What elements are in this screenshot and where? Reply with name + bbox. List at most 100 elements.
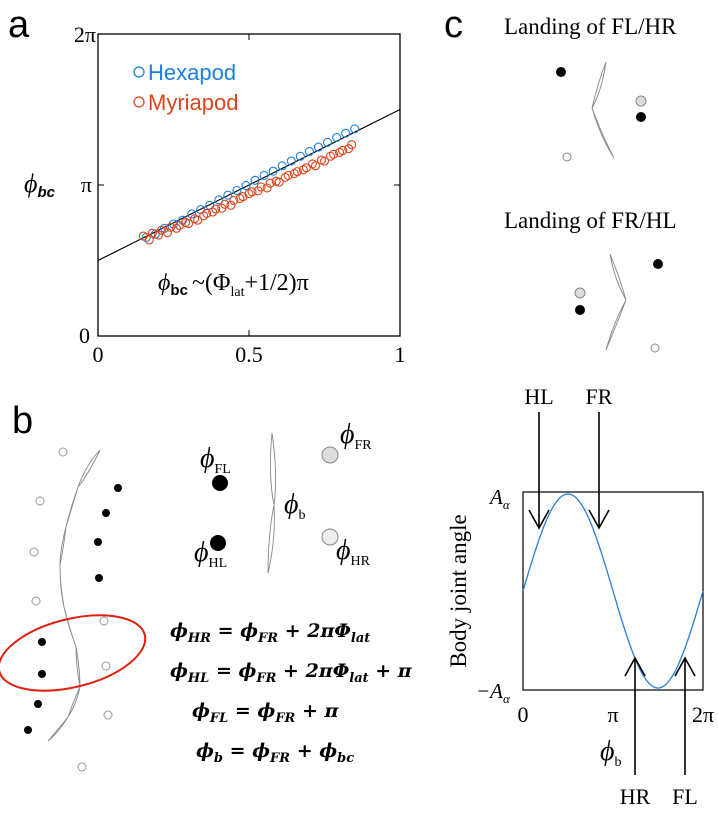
data-point-hexapod (241, 181, 251, 191)
myriapod-body (47, 449, 101, 742)
leg-marker-HR (321, 528, 339, 546)
data-point-myriapod (292, 167, 302, 177)
landing1-marker-open (635, 95, 647, 107)
highlight-ellipse (0, 614, 147, 692)
landing-title-FL-HR: Landing of FL/HR (504, 14, 677, 39)
data-point-myriapod (329, 149, 339, 159)
landing2-marker-open (574, 287, 586, 299)
arrow-label-FL: FL (672, 784, 698, 809)
landing1-body (591, 61, 615, 159)
y-tick-label: π (81, 172, 92, 197)
data-point-myriapod (319, 156, 330, 166)
data-point-myriapod (174, 220, 185, 231)
arrow-label-HR: HR (620, 784, 651, 809)
x-tick-label: 0.5 (235, 342, 263, 367)
data-point-myriapod (220, 199, 230, 209)
data-point-hexapod (277, 161, 287, 171)
hexapod-body (267, 432, 277, 574)
data-point-hexapod (223, 190, 233, 200)
data-point-myriapod (202, 208, 212, 218)
data-point-hexapod (250, 175, 260, 185)
sine-x-label: ϕb (600, 736, 622, 770)
label-phi-HL: ϕHL (194, 537, 227, 571)
data-point-hexapod (187, 209, 197, 219)
sine-y-label: Body joint angle (446, 514, 471, 667)
data-point-hexapod (295, 151, 305, 161)
data-point-hexapod (232, 185, 242, 195)
arrow-label-FR: FR (586, 384, 613, 409)
data-point-hexapod (286, 156, 296, 166)
panel-label-c: c (444, 4, 463, 46)
landing2-marker-open (650, 343, 660, 353)
axis-ticks (97, 33, 401, 337)
data-point-hexapod (268, 166, 278, 176)
landing1-marker-filled (556, 67, 566, 77)
data-point-myriapod (211, 204, 221, 214)
landing1-marker-filled (636, 112, 646, 122)
panel-label-a: a (8, 4, 30, 46)
equation-HR: ϕHR = ϕFR + 2πΦlat (170, 620, 371, 646)
data-point-myriapod (171, 223, 182, 233)
x-tick-label: 0 (93, 342, 104, 367)
label-phi-b: ϕb (284, 489, 306, 523)
data-point-myriapod (247, 187, 257, 197)
data-point-hexapod (322, 137, 333, 147)
data-point-myriapod (265, 178, 275, 188)
x-tick-pi: π (607, 702, 618, 727)
data-point-myriapod (274, 177, 284, 187)
y-tick-label: 0 (79, 323, 90, 348)
data-point-hexapod (350, 124, 360, 134)
equation-b: ϕb = ϕFR + ϕbc (196, 740, 355, 766)
panel-c-diagram: Landing of FL/HR Landing of FR/HL Body j… (446, 14, 714, 809)
open-leg-markers (29, 447, 113, 772)
landing2-marker-filled (653, 259, 663, 269)
label-phi-FR: ϕFR (340, 419, 372, 453)
y-tick-A: Aα (488, 485, 511, 512)
landing2-body (605, 253, 627, 351)
data-point-hexapod (259, 170, 269, 181)
data-point-hexapod (214, 195, 224, 205)
leg-marker-HL (210, 535, 226, 551)
data-point-hexapod (332, 132, 342, 143)
y-tick-label: 2π (74, 22, 96, 47)
data-point-myriapod (184, 218, 194, 229)
data-point-myriapod (147, 228, 157, 238)
legend-label-myriapod: Myriapod (148, 90, 238, 115)
fit-line (97, 108, 401, 262)
data-point-hexapod (304, 146, 314, 156)
panel-label-b: b (12, 400, 34, 442)
data-point-myriapod (283, 170, 293, 181)
data-point-hexapod (341, 128, 351, 138)
filled-leg-markers (24, 484, 122, 734)
data-points (138, 124, 360, 245)
x-tick-0: 0 (518, 702, 529, 727)
data-point-myriapod (208, 207, 218, 217)
data-point-myriapod (347, 140, 357, 150)
legend-marker-hexapod (133, 66, 145, 78)
data-point-myriapod (193, 215, 203, 225)
legend: Hexapod Myriapod (133, 60, 238, 115)
data-point-myriapod (162, 228, 173, 238)
y-axis-label: ϕbc (24, 169, 56, 201)
arrow-label-HL: HL (524, 384, 553, 409)
landing-title-FR-HL: Landing of FR/HL (504, 208, 677, 233)
data-point-hexapod (313, 142, 324, 152)
data-point-myriapod (199, 211, 209, 221)
x-tick-label: 1 (395, 342, 406, 367)
data-point-myriapod (153, 230, 163, 240)
equation-FL: ϕFL = ϕFR + π (192, 700, 339, 726)
label-phi-FL: ϕFL (200, 443, 231, 477)
panel-a-chart: 0 0.5 1 0 π 2π ϕbc Hexapod Myriapod ϕbc ~… (24, 22, 406, 367)
event-arrows (528, 412, 696, 775)
landing1-marker-open (562, 152, 572, 162)
data-point-myriapod (256, 182, 266, 192)
leg-marker-FR (321, 446, 339, 464)
label-phi-HR: ϕHR (336, 535, 371, 569)
legend-marker-myriapod (133, 96, 145, 108)
y-tick-minus-A: −Aα (476, 679, 511, 706)
data-point-myriapod (165, 222, 176, 232)
data-point-myriapod (229, 195, 239, 206)
data-point-myriapod (338, 145, 348, 156)
data-point-myriapod (310, 161, 320, 171)
data-point-myriapod (262, 183, 272, 193)
